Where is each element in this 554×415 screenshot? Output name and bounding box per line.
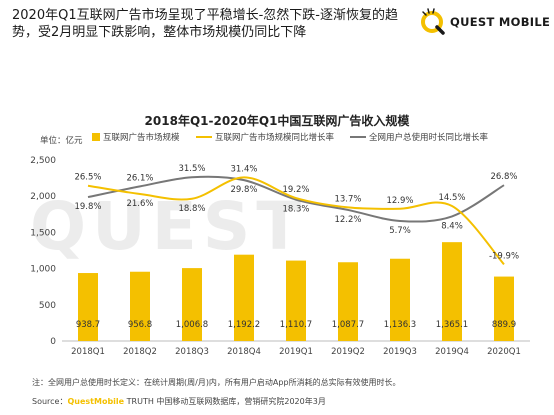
y-tick-label: 1,500 xyxy=(30,228,56,238)
bar xyxy=(78,273,98,341)
y-tick-label: 500 xyxy=(39,301,56,311)
x-tick-label: 2019Q4 xyxy=(435,347,469,355)
yoy-value-label: -19.9% xyxy=(489,251,519,261)
usage-value-label: 26.1% xyxy=(126,173,153,183)
bar-value-label: 1,087.7 xyxy=(332,320,364,330)
usage-line xyxy=(87,175,505,223)
source: Source：QuestMobile TRUTH 中国移动互联网数据库，营销研究… xyxy=(32,396,326,407)
bar-value-label: 1,365.1 xyxy=(436,320,468,330)
usage-value-label: 19.8% xyxy=(74,202,101,212)
yoy-value-label: 13.7% xyxy=(334,194,361,204)
bar-value-label: 889.9 xyxy=(492,320,516,330)
legend-label-usage: 全网用户总使用时长同比增长率 xyxy=(369,133,489,143)
watermark: QUEST xyxy=(30,188,308,265)
footnote: 注：全网用户总使用时长定义：在统计周期(周/月)内，所有用户启动App所消耗的总… xyxy=(32,378,401,387)
headline: 2020年Q1互联网广告市场呈现了平稳增长-忽然下跌-逐渐恢复的趋势，受2月明显… xyxy=(12,8,398,40)
usage-value-label: 5.7% xyxy=(389,226,411,236)
yoy-value-label: 31.4% xyxy=(230,164,257,174)
logo-text: QUEST MOBILE xyxy=(450,15,551,29)
legend-swatch-yoy xyxy=(196,136,212,138)
x-tick-label: 2018Q4 xyxy=(227,347,261,355)
x-tick-label: 2018Q2 xyxy=(123,347,157,355)
bar xyxy=(338,262,358,341)
y-tick-label: 2,000 xyxy=(30,192,56,202)
usage-value-label: 31.5% xyxy=(178,164,205,174)
legend-item-yoy: 互联网广告市场规模同比增长率 xyxy=(196,131,334,143)
chart-title: 2018年Q1-2020年Q1中国互联网广告收入规模 xyxy=(144,114,410,128)
legend: 互联网广告市场规模 互联网广告市场规模同比增长率 全网用户总使用时长同比增长率 xyxy=(0,131,554,145)
source-prefix: Source： xyxy=(32,397,68,406)
bar xyxy=(182,268,202,341)
yoy-value-label: 18.8% xyxy=(178,204,205,214)
x-tick-label: 2018Q3 xyxy=(175,347,209,355)
bar xyxy=(494,276,514,341)
bar xyxy=(442,242,462,341)
bar xyxy=(390,258,410,341)
source-text: TRUTH 中国移动互联网数据库，营销研究院2020年3月 xyxy=(124,397,326,406)
bar xyxy=(234,254,254,341)
y-tick-label: 1,000 xyxy=(30,265,56,275)
bar xyxy=(286,260,306,341)
y-tick-label: 0 xyxy=(50,337,56,347)
quest-mobile-logo-icon xyxy=(421,8,445,35)
x-tick-label: 2019Q1 xyxy=(279,347,313,355)
x-tick-label: 2020Q1 xyxy=(487,347,521,355)
yoy-value-label: 26.5% xyxy=(74,173,101,183)
usage-value-label: 8.4% xyxy=(441,221,463,231)
bar-value-label: 1,110.7 xyxy=(280,320,312,330)
legend-item-bar: 互联网广告市场规模 xyxy=(92,131,180,143)
bar-value-label: 1,136.3 xyxy=(384,320,416,330)
usage-value-label: 12.2% xyxy=(334,215,361,225)
yoy-value-label: 21.6% xyxy=(126,199,153,209)
y-tick-label: 2,500 xyxy=(30,156,56,166)
yoy-value-label: 12.9% xyxy=(386,196,413,206)
bar-value-label: 1,006.8 xyxy=(176,320,208,330)
legend-label-bar: 互联网广告市场规模 xyxy=(103,133,180,143)
usage-value-label: 26.8% xyxy=(490,172,517,182)
chart: 0 500 1,000 1,500 2,000 2,500 2018Q1 2018Q2 2018… xyxy=(30,156,530,355)
x-tick-label: 2019Q2 xyxy=(331,347,365,355)
yoy-value-label: 14.5% xyxy=(438,193,465,203)
usage-value-label: 18.3% xyxy=(282,205,309,215)
usage-value-label: 29.8% xyxy=(230,185,257,195)
bar xyxy=(130,271,150,341)
bar-value-label: 956.8 xyxy=(128,320,152,330)
source-brand: QuestMobile xyxy=(67,397,125,406)
legend-swatch-usage xyxy=(350,136,366,138)
yoy-line xyxy=(87,176,505,266)
legend-label-yoy: 互联网广告市场规模同比增长率 xyxy=(215,133,335,143)
logo: QUEST MOBILE xyxy=(420,8,550,38)
legend-item-usage: 全网用户总使用时长同比增长率 xyxy=(350,131,488,143)
bar-value-label: 938.7 xyxy=(76,320,100,330)
yoy-value-label: 19.2% xyxy=(282,185,309,195)
x-tick-label: 2018Q1 xyxy=(71,347,105,355)
x-tick-label: 2019Q3 xyxy=(383,347,417,355)
y-axis-unit: 单位：亿元 xyxy=(40,136,83,146)
bar-value-label: 1,192.2 xyxy=(228,320,260,330)
legend-swatch-bar xyxy=(92,133,100,141)
